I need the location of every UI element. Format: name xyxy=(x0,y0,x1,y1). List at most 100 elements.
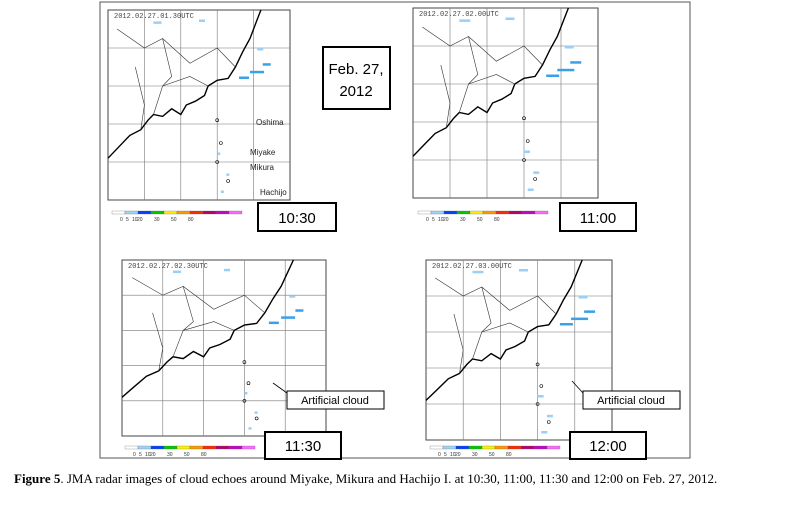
radar-echo xyxy=(268,321,279,325)
colorbar-segment xyxy=(442,445,457,450)
island xyxy=(522,158,526,162)
colorbar-label: 0 xyxy=(438,452,441,458)
radar-echo xyxy=(571,317,589,321)
colorbar-segment xyxy=(150,445,165,450)
colorbar-segment xyxy=(494,445,509,450)
time-label: 11:00 xyxy=(580,210,616,227)
island-label: Hachijo xyxy=(260,188,287,197)
colorbar-segment xyxy=(163,445,178,450)
colorbar-label: 80 xyxy=(188,217,194,223)
colorbar-segment xyxy=(520,445,535,450)
radar-echo xyxy=(248,427,252,430)
prefecture-border xyxy=(153,76,209,115)
radar-echo xyxy=(537,395,544,398)
island xyxy=(533,177,537,181)
radar-echo xyxy=(224,268,230,272)
colorbar-label: 5 xyxy=(139,452,142,458)
colorbar-label: 10 xyxy=(132,217,138,223)
colorbar-segment xyxy=(417,210,432,215)
date-box xyxy=(322,46,391,110)
coastline xyxy=(107,9,262,159)
radar-echo xyxy=(519,269,528,272)
prefecture-border xyxy=(468,36,479,85)
colorbar-segment xyxy=(163,210,178,215)
radar-echo xyxy=(570,61,582,64)
colorbar-segment xyxy=(429,445,444,450)
colorbar-segment xyxy=(137,210,152,215)
radar-echo xyxy=(564,46,574,49)
time-box xyxy=(569,431,647,460)
island xyxy=(242,360,247,364)
prefecture-border xyxy=(472,322,529,360)
panel-timestamp: 2012.02.27.02.00UTC xyxy=(419,11,499,19)
island xyxy=(215,160,219,164)
radar-echo xyxy=(557,68,575,72)
radar-echo xyxy=(173,270,181,274)
radar-echo xyxy=(153,21,162,24)
colorbar-segment xyxy=(176,210,191,215)
colorbar-label: 50 xyxy=(489,452,495,458)
map-frame xyxy=(425,259,613,441)
colorbar-segment xyxy=(495,210,510,215)
colorbar-label: 50 xyxy=(171,217,177,223)
prefecture-border xyxy=(459,74,515,113)
island xyxy=(535,362,540,367)
colorbar-segment xyxy=(482,210,497,215)
island-label: Miyake xyxy=(250,148,276,157)
colorbar-segment xyxy=(111,210,126,215)
island xyxy=(546,420,551,424)
annotation-box xyxy=(582,390,681,410)
colorbar-segment xyxy=(202,210,217,215)
prefecture-border xyxy=(422,26,543,66)
colorbar-segment xyxy=(241,445,256,450)
panel-timestamp: 2012.02.27.02.30UTC xyxy=(128,263,208,271)
colorbar-label: 20 xyxy=(455,452,461,458)
colorbar-segment xyxy=(137,445,152,450)
island xyxy=(254,416,259,421)
island xyxy=(242,398,247,403)
radar-echo xyxy=(217,152,221,155)
island-label: Mikura xyxy=(250,163,275,172)
island xyxy=(539,384,544,388)
map-frame xyxy=(412,7,599,199)
prefecture-border xyxy=(132,277,265,314)
map-frame xyxy=(107,9,291,201)
radar-echo xyxy=(244,392,248,395)
radar-echo xyxy=(281,316,296,319)
caption: Figure 5. JMA radar images of cloud echo… xyxy=(14,470,784,488)
annotation-arrow xyxy=(571,380,584,394)
prefecture-border xyxy=(453,313,464,374)
colorbar-label: 5 xyxy=(444,452,447,458)
radar-echo xyxy=(541,431,548,434)
radar-echo xyxy=(546,414,553,418)
time-box xyxy=(257,202,337,232)
colorbar-label: 10 xyxy=(450,452,456,458)
colorbar-label: 20 xyxy=(137,217,143,223)
colorbar-label: 80 xyxy=(494,217,500,223)
radar-echo xyxy=(505,17,515,20)
radar-echo xyxy=(199,19,205,22)
prefecture-border xyxy=(172,321,235,357)
colorbar-segment xyxy=(481,445,496,450)
date-label: Feb. 27, xyxy=(328,61,383,78)
caption-label: Figure 5 xyxy=(14,471,61,486)
island xyxy=(525,139,530,143)
date-label: 2012 xyxy=(339,83,372,100)
colorbar-label: 50 xyxy=(184,452,190,458)
annotation: Artificial cloud xyxy=(301,395,369,407)
radar-echo xyxy=(527,188,534,191)
time-label: 12:00 xyxy=(589,438,627,455)
prefecture-border xyxy=(135,66,145,130)
radar-echo xyxy=(584,310,596,313)
radar-echo xyxy=(459,19,471,22)
colorbar-segment xyxy=(215,445,230,450)
annotation: Artificial cloud xyxy=(597,395,665,407)
colorbar-segment xyxy=(455,445,470,450)
colorbar-segment xyxy=(534,210,549,215)
colorbar-label: 30 xyxy=(472,452,478,458)
annotation-arrow xyxy=(272,382,288,394)
panel-timestamp: 2012.02.27.03.00UTC xyxy=(432,263,512,271)
annotation-box xyxy=(286,390,385,410)
